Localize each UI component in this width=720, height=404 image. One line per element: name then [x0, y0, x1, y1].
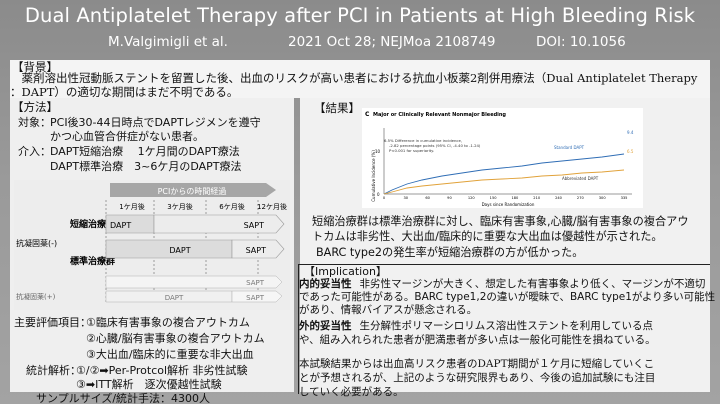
conclusion-text-3: していく必要がある。 [299, 386, 404, 398]
outcome-item-3: ③大出血/臨床的に重要な非大出血 [86, 348, 254, 361]
outcome-item-2: ②心臓/脳有害事象の複合アウトカム [86, 332, 265, 345]
abbreviated-dapt-line [383, 169, 625, 195]
stats-line-2: ③➡ITT解析 逐次優越性試験 [76, 378, 222, 391]
standard-series-label: Standard DAPT [554, 145, 585, 150]
y-tick-10: 10 [375, 149, 381, 154]
time-label-12m: 12ケ月後 [257, 202, 287, 211]
anticoag-standard-sapt-bar [231, 290, 283, 303]
anticoag-short-sapt-label: SAPT [246, 279, 265, 287]
x-tick-label: 270 [577, 196, 585, 200]
intervention-line-2: DAPT標準治療 3~6ケ月のDAPT療法 [50, 160, 242, 173]
x-tick-label: 60 [425, 196, 430, 200]
internal-validity-text-1: 非劣性マージンが大きく、想定した有害事象より低く、マージンが不適切 [359, 278, 706, 290]
results-label: 【結果】 [314, 101, 360, 115]
abbreviated-end-value: 6.5 [627, 149, 634, 154]
x-tick-label: 90 [447, 196, 452, 200]
external-validity-label: 外的妥当性 [299, 320, 352, 332]
external-validity-text-2: や、組み入れられた患者が肥満患者が多い点は一般化可能性を損ねている。 [299, 334, 656, 346]
x-tick-label: 300 [599, 196, 607, 200]
dapt-schedule-diagram: PCIからの時間経過 1ケ月後 3ケ月後 6ケ月後 12ケ月後 抗凝固薬(-) … [14, 180, 290, 310]
author: M.Valgimigli et al. [108, 34, 228, 50]
group-anticoagulant: 抗凝固薬(+) [16, 292, 56, 301]
intervention-label: 介入： [18, 145, 51, 158]
short-dapt-label: DAPT [110, 221, 131, 230]
standard-sapt-label: SAPT [246, 246, 267, 255]
figure-ylabel: Cumulative Incidence (%) [371, 150, 376, 202]
standard-dapt-label: DAPT [169, 246, 190, 255]
x-tick-label: 0 [383, 196, 386, 200]
timeline-header: PCIからの時間経過 [158, 186, 227, 196]
external-validity-text-1: 生分解性ポリマーシロリムス溶出性ステントを利用している点 [359, 320, 653, 332]
poster-title: Dual Antiplatelet Therapy after PCI in P… [24, 4, 696, 27]
methods-label: 【方法】 [12, 100, 58, 114]
anticoag-short-sapt-bar [105, 275, 283, 289]
annotation-line-3: P<0.001 for superiority. [389, 148, 434, 153]
figure-xlabel: Days since Randomization [482, 202, 535, 207]
internal-validity-label: 内的妥当性 [299, 278, 352, 290]
annotation-line-1: 6.5% Difference in cumulative incidence, [384, 138, 462, 143]
time-label-3m: 3ケ月後 [167, 202, 192, 211]
short-sapt-bar [153, 214, 285, 234]
standard-sapt-bar [231, 239, 285, 259]
stats-label: 統計解析： [26, 364, 81, 377]
anticoag-standard-dapt-label: DAPT [165, 294, 184, 302]
background-text: 薬剤溶出性冠動脈ステントを留置した後、出血のリスクが高い患者における抗血小板薬2… [10, 71, 698, 99]
background-label: 【背景】 [12, 60, 58, 74]
time-label-1m: 1ケ月後 [119, 202, 144, 211]
timeline-header-arrow [110, 183, 276, 197]
group-no-anticoagulant: 抗凝固薬(-) [16, 238, 57, 248]
annotation-line-2: -2.82 percentage points (95% CI, -4.40 t… [389, 143, 481, 148]
x-tick-label: 30 [404, 196, 409, 200]
conclusion-text-2: とが予想されるが、上記のような研究限界もあり、今後の追加試験にも注目 [299, 372, 656, 384]
stats-line-3: サンプルサイズ/統計手法：4300人 [36, 392, 211, 404]
short-sapt-label: SAPT [244, 221, 265, 230]
results-figure: C Major or Clinically Relevant Nonmajor … [362, 108, 643, 208]
x-tick-label: 180 [511, 196, 519, 200]
subjects-line-2: かつ心血管合併症がない患者。 [50, 130, 204, 143]
implication-label: 【Implication】 [304, 265, 387, 278]
internal-validity-text-2: であった可能性がある。BARC type1,2の違いが曖昧で、BARC type… [299, 291, 716, 303]
outcomes-label: 主要評価項目： [14, 316, 91, 329]
conclusion-text-1: 本試験結果からは出血高リスク患者のDAPT期間が１ケ月に短縮していくこ [299, 358, 655, 370]
time-label-6m: 6ケ月後 [219, 202, 244, 211]
results-text-3: BARC type2の発生率が短縮治療群の方が低かった。 [316, 246, 584, 259]
results-text-2: トカムは非劣性、大出血/臨床的に重要な大出血は優越性が示された。 [312, 230, 663, 243]
intervention-line-1: DAPT短縮治療 1ケ月間のDAPT療法 [50, 145, 240, 158]
implication-box [298, 264, 710, 394]
standard-group-label: 標準治療群 [70, 255, 115, 267]
anticoag-standard-sapt-label: SAPT [246, 294, 265, 302]
bleeding-incidence-chart: C Major or Clinically Relevant Nonmajor … [365, 111, 634, 207]
x-tick-label: 335 [621, 196, 628, 200]
short-group-label: 短縮治療群 [70, 218, 115, 230]
results-text-1: 短縮治療群は標準治療群に対し、臨床有害事象,心臓/脳有害事象の複合アウ [312, 215, 689, 228]
stats-line-1: ①/②➡Per-Protcol解析 非劣性試験 [76, 364, 248, 377]
journal-citation: 2021 Oct 28; NEJMoa 2108749 [288, 34, 496, 50]
x-tick-label: 240 [555, 196, 563, 200]
background-section [10, 60, 710, 98]
subjects-line-1: PCI後30-44日時点でDAPTレジメンを遵守 [50, 116, 261, 129]
standard-end-value: 9.4 [627, 130, 634, 135]
figure-panel-letter: C [365, 111, 370, 118]
figure-title: Major or Clinically Relevant Nonmajor Bl… [373, 112, 506, 118]
standard-dapt-line [383, 153, 625, 195]
x-tick-label: 210 [533, 196, 541, 200]
doi: DOI: 10.1056 [536, 34, 626, 50]
internal-validity-text-3: があり、情報バイアスが懸念される。 [299, 304, 478, 316]
y-tick-0: 0 [377, 192, 380, 197]
subjects-label: 対象： [18, 116, 51, 129]
x-tick-label: 150 [490, 196, 498, 200]
x-tick-labels: 0 30 60 90 120 150 180 210 240 270 300 335 [383, 196, 628, 200]
outcome-item-1: ①臨床有害事象の複合アウトカム [86, 316, 250, 329]
abbreviated-series-label: Abbreviated DAPT [562, 176, 599, 181]
x-tick-label: 120 [468, 196, 476, 200]
